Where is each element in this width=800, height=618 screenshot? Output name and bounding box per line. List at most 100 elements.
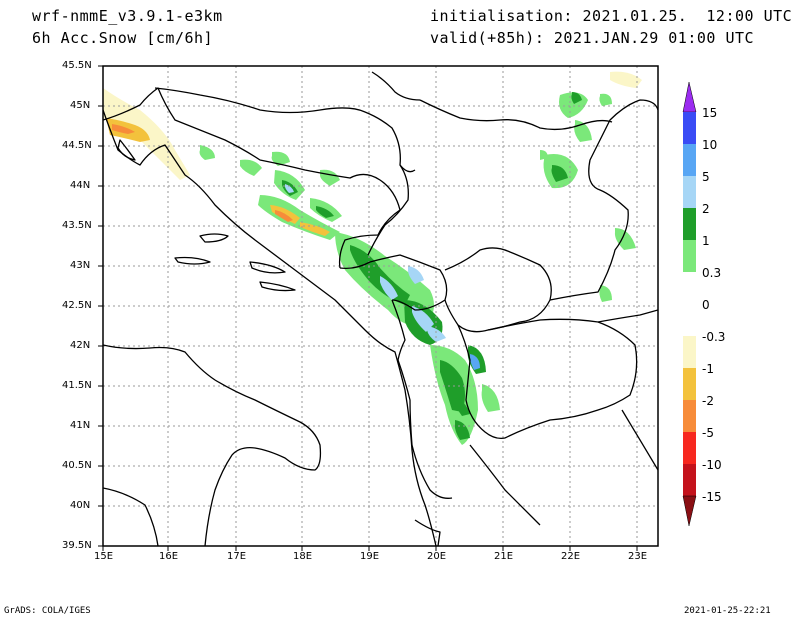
colorbar-swatch (683, 368, 696, 400)
snow-area (610, 71, 642, 88)
snow-area (271, 151, 290, 166)
lat-tick-label: 40N (70, 500, 91, 511)
lat-tick-label: 41.5N (62, 380, 92, 391)
border-line (367, 164, 409, 256)
footer-timestamp: 2021-01-25-22:21 (684, 606, 771, 616)
snow-area (571, 92, 582, 104)
border-line (597, 309, 658, 323)
snow-area (350, 245, 410, 305)
colorbar-swatch (683, 304, 696, 336)
snow-area (199, 145, 215, 160)
colorbar-swatch (683, 336, 696, 368)
lon-tick-label: 20E (427, 551, 447, 562)
border-line (549, 99, 658, 301)
island-outline (174, 256, 211, 265)
border-line (391, 299, 406, 361)
snow-area (481, 384, 500, 412)
colorbar-swatch (683, 176, 696, 208)
tick-marks (98, 65, 638, 551)
lon-tick-label: 17E (227, 551, 247, 562)
snow-area (599, 93, 612, 106)
coastline (103, 344, 322, 546)
coastline (103, 487, 159, 546)
colorbar-label: 0 (702, 298, 710, 312)
colorbar-label: 1 (702, 234, 710, 248)
colorbar-label: 15 (702, 106, 718, 120)
lat-tick-label: 45.5N (62, 60, 92, 71)
snow-area (599, 285, 612, 302)
colorbar-swatch (683, 400, 696, 432)
colorbar-swatch (683, 144, 696, 176)
snow-area (540, 150, 548, 160)
lon-tick-label: 21E (494, 551, 514, 562)
snow-area (285, 184, 294, 193)
colorbar-swatch (683, 208, 696, 240)
snow-area (427, 326, 446, 342)
model-label: wrf-nmmE_v3.9.1-e3km (32, 7, 223, 25)
lat-tick-label: 42.5N (62, 300, 92, 311)
colorbar-label: 2 (702, 202, 710, 216)
colorbar-swatch (683, 112, 696, 144)
colorbar-label: -2 (702, 394, 714, 408)
snow-area (470, 354, 480, 370)
snow-area (412, 306, 434, 332)
border-line (154, 87, 416, 173)
colorbar (682, 81, 697, 527)
island-outline (249, 261, 286, 274)
lon-tick-label: 19E (360, 551, 380, 562)
border-line (444, 247, 552, 333)
variable-label: 6h Acc.Snow [cm/6h] (32, 29, 214, 47)
snow-area (240, 159, 262, 176)
lat-tick-label: 42N (70, 340, 91, 351)
colorbar-swatch (683, 432, 696, 464)
snow-area (455, 398, 470, 416)
colorbar-swatch (683, 240, 696, 272)
init-time-label: initialisation: 2021.01.25. 12:00 UTC (430, 7, 793, 25)
colorbar-label: 5 (702, 170, 710, 184)
colorbar-label: 0.3 (702, 266, 722, 280)
lon-tick-label: 23E (628, 551, 648, 562)
snow-area (380, 276, 398, 300)
colorbar-swatch (683, 464, 696, 496)
lon-tick-label: 22E (561, 551, 581, 562)
snow-area (551, 165, 568, 182)
footer-credit: GrADS: COLA/IGES (4, 606, 91, 616)
lat-tick-label: 41N (70, 420, 91, 431)
border-line (621, 409, 658, 471)
lat-tick-label: 44.5N (62, 140, 92, 151)
snow-area (614, 228, 636, 250)
border-line (339, 254, 448, 311)
lat-tick-label: 43N (70, 260, 91, 271)
lon-tick-label: 18E (293, 551, 313, 562)
snow-area (112, 124, 135, 134)
grid-lines (103, 66, 658, 546)
colorbar-label: 10 (702, 138, 718, 152)
coastlines-borders (103, 71, 658, 546)
lon-tick-label: 16E (159, 551, 179, 562)
arrow-down-icon (682, 495, 697, 527)
border-line (371, 71, 421, 101)
lat-tick-label: 43.5N (62, 220, 92, 231)
snow-area (300, 222, 330, 236)
border-line (469, 444, 541, 526)
lat-tick-label: 45N (70, 100, 91, 111)
snow-area (316, 206, 334, 218)
snow-area (320, 169, 340, 186)
lat-tick-label: 40.5N (62, 460, 92, 471)
border-line (414, 519, 441, 546)
colorbar-label: -1 (702, 362, 714, 376)
colorbar-label: -15 (702, 490, 722, 504)
border-line (419, 99, 613, 131)
island-outline (199, 233, 229, 243)
coastline (103, 109, 437, 546)
colorbar-label: -5 (702, 426, 714, 440)
snow-field (103, 71, 642, 445)
lat-tick-label: 39.5N (62, 540, 92, 551)
border-line (487, 318, 638, 439)
border-line (397, 359, 453, 499)
snow-area (454, 420, 470, 440)
valid-time-label: valid(+85h): 2021.JAN.29 01:00 UTC (430, 29, 755, 47)
colorbar-label: -0.3 (702, 330, 726, 344)
colorbar-swatch (683, 272, 696, 304)
